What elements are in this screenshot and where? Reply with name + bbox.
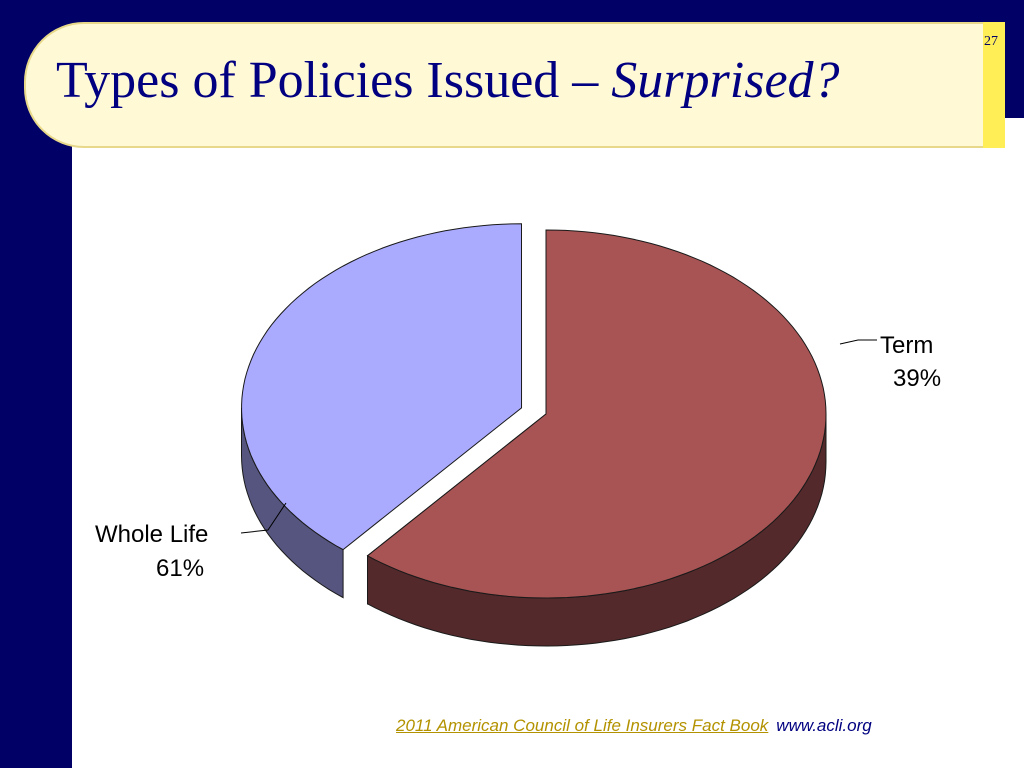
- slide-number: 27: [984, 34, 998, 49]
- accent-strip: [983, 22, 1005, 148]
- right-stripe: [1005, 118, 1024, 124]
- leader-line-whole-life: [240, 502, 287, 534]
- slice-label-whole-life: Whole Life: [95, 521, 208, 548]
- top-band: [0, 0, 1024, 24]
- slice-value-term: 39%: [893, 365, 941, 392]
- slice-layer: [241, 223, 827, 647]
- slide-title-main: Types of Policies Issued –: [56, 52, 612, 109]
- slice-term: [241, 223, 523, 599]
- slide-title: Types of Policies Issued – Surprised?: [56, 52, 840, 109]
- slice-label-term: Term: [880, 332, 933, 359]
- slice-top-term: [241, 223, 523, 551]
- source-line: 2011 American Council of Life Insurers F…: [396, 716, 872, 736]
- source-url: www.acli.org: [776, 716, 872, 735]
- slide-title-emphasis: Surprised?: [611, 52, 840, 109]
- slice-top-whole-life: [366, 229, 827, 599]
- slice-whole-life: [366, 229, 827, 647]
- leader-line-term: [839, 339, 877, 345]
- label-layer: Whole Life 61% Term 39%: [95, 332, 941, 582]
- right-band: [1005, 0, 1024, 120]
- title-banner: [24, 22, 1004, 148]
- slice-value-whole-life: 61%: [156, 555, 204, 582]
- source-link[interactable]: 2011 American Council of Life Insurers F…: [396, 716, 769, 735]
